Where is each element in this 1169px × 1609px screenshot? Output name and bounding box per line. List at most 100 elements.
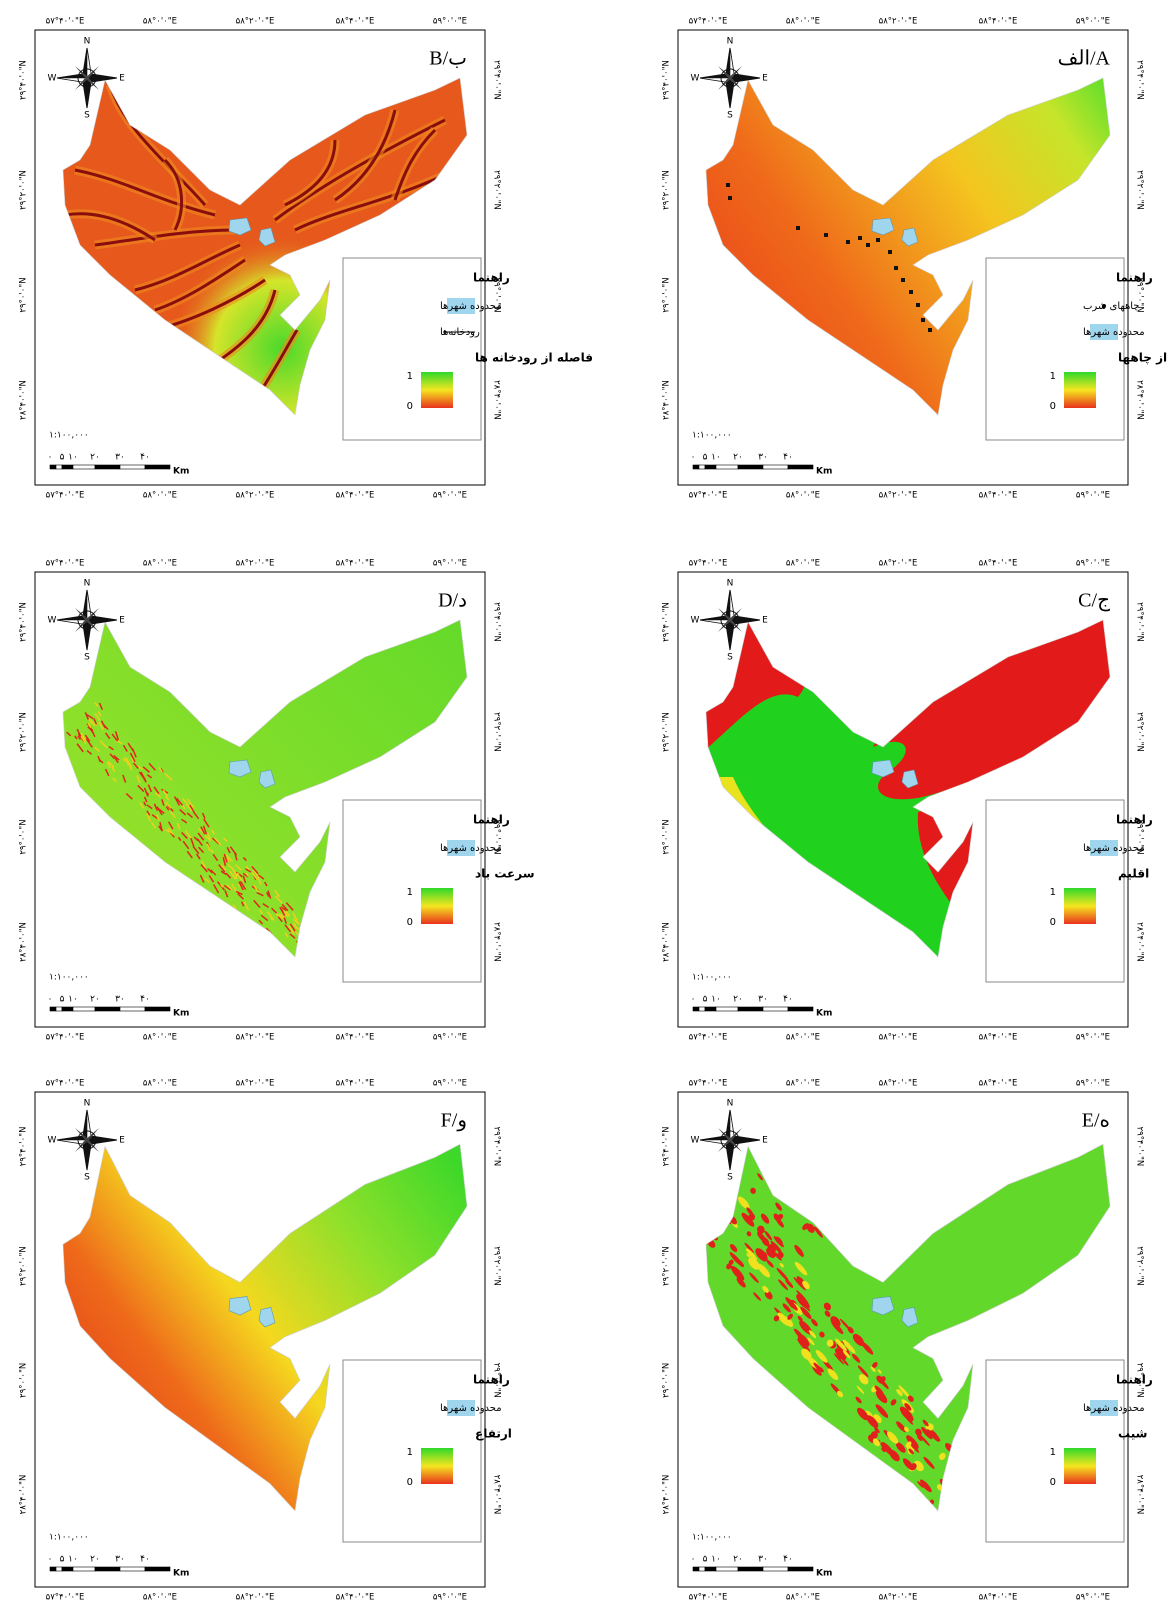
speck bbox=[222, 856, 227, 867]
coord-label: ۵۸°۲۰'۰"E bbox=[236, 1033, 275, 1043]
well bbox=[858, 236, 862, 240]
coord-label: ۵۸°۴۰'۰"E bbox=[336, 1033, 375, 1043]
scale-bar bbox=[692, 1006, 700, 1012]
speck bbox=[94, 712, 101, 722]
legend-box bbox=[985, 799, 1125, 983]
scale-tick-label: ۲۰ bbox=[90, 995, 100, 1005]
patch bbox=[773, 1315, 780, 1322]
coord-label: ۵۹°۰'۰"E bbox=[433, 1033, 467, 1043]
compass-n: N bbox=[727, 37, 734, 47]
speck bbox=[145, 791, 150, 796]
coord-label: ۵۸°۲۰'۰"E bbox=[236, 1593, 275, 1603]
speck bbox=[203, 818, 210, 828]
speck bbox=[125, 793, 133, 800]
speck bbox=[97, 711, 102, 717]
speck bbox=[235, 871, 243, 878]
scale-tick-label: ۵ bbox=[703, 453, 708, 463]
patch bbox=[870, 1431, 878, 1439]
patch bbox=[890, 1399, 897, 1406]
patch bbox=[774, 1252, 782, 1261]
scale-bar bbox=[72, 1566, 96, 1572]
coord-label: ۵۸°۰'۰"E bbox=[786, 491, 820, 501]
compass-s: S bbox=[84, 111, 90, 121]
patch bbox=[797, 1338, 811, 1353]
coord-label: ۵۷°۴۰'۰"E bbox=[689, 1079, 728, 1089]
coord-label: ۲۹°۴۰'۰"N bbox=[492, 60, 502, 100]
scale-ratio: ۱:۱۰۰,۰۰۰ bbox=[692, 431, 732, 441]
coord-label: ۵۷°۴۰'۰"E bbox=[689, 559, 728, 569]
speck bbox=[74, 735, 78, 740]
city bbox=[258, 1307, 276, 1328]
scale-tick-label: ۴۰ bbox=[140, 995, 150, 1005]
scale-bar bbox=[692, 464, 700, 470]
patch bbox=[802, 1223, 810, 1231]
scale-tick-label: ۳۰ bbox=[758, 995, 768, 1005]
speck bbox=[181, 831, 188, 839]
coord-label: ۵۹°۰'۰"E bbox=[433, 1079, 467, 1089]
speck bbox=[80, 732, 87, 741]
legend: راهنما چاههای شرب محدوده شهرها فاصله از چاه… bbox=[985, 257, 1169, 441]
speck bbox=[251, 872, 258, 881]
speck bbox=[173, 796, 181, 806]
patch bbox=[904, 1426, 909, 1432]
scale-tick-label: ۱۰ bbox=[68, 995, 78, 1005]
speck bbox=[278, 913, 286, 919]
city bbox=[871, 217, 895, 236]
speck bbox=[181, 818, 188, 824]
river bbox=[154, 258, 246, 312]
coord-label: ۵۸°۲۰'۰"E bbox=[879, 491, 918, 501]
patch bbox=[895, 1442, 906, 1453]
coord-label: ۵۸°۰'۰"E bbox=[786, 1033, 820, 1043]
compass-star bbox=[75, 1128, 99, 1152]
city bbox=[258, 227, 276, 247]
speck bbox=[114, 731, 120, 741]
patch bbox=[830, 1316, 841, 1328]
speck bbox=[131, 748, 137, 758]
coord-label: ۵۸°۴۰'۰"E bbox=[336, 1593, 375, 1603]
speck bbox=[156, 806, 163, 816]
compass: N S E W bbox=[48, 37, 126, 121]
speck bbox=[273, 889, 281, 898]
patch bbox=[833, 1353, 845, 1365]
speck bbox=[98, 759, 104, 764]
patch bbox=[737, 1259, 745, 1268]
patch bbox=[800, 1306, 812, 1320]
scale-tick-label: ۳۰ bbox=[758, 1555, 768, 1565]
speck bbox=[228, 870, 237, 880]
patch bbox=[770, 1241, 782, 1254]
compass-n: N bbox=[727, 579, 734, 589]
well bbox=[728, 196, 732, 200]
patch bbox=[775, 1202, 782, 1211]
legend-item: محدوده شهرها bbox=[440, 843, 502, 854]
compass-w: W bbox=[48, 616, 57, 626]
coord-label: ۲۹°۲۰'۰"N bbox=[662, 170, 672, 210]
legend-title: راهنما bbox=[473, 813, 510, 827]
panel-label: E/ه bbox=[1082, 1110, 1110, 1132]
coord-label: ۲۸°۴۰'۰"N bbox=[492, 380, 502, 420]
patch bbox=[861, 1341, 874, 1355]
compass-star bbox=[75, 608, 99, 632]
compass-w: W bbox=[691, 616, 700, 626]
coord-label: ۲۹°۴۰'۰"N bbox=[19, 602, 29, 642]
river bbox=[284, 139, 337, 207]
scale-ratio: ۱:۱۰۰,۰۰۰ bbox=[49, 1533, 89, 1543]
speck bbox=[164, 801, 172, 809]
speck bbox=[109, 753, 115, 760]
speck bbox=[204, 835, 212, 842]
scale-bar bbox=[737, 464, 764, 470]
coord-label: ۵۹°۰'۰"E bbox=[433, 559, 467, 569]
speck bbox=[234, 864, 242, 871]
legend-box bbox=[342, 799, 482, 983]
scale-bar bbox=[119, 1006, 146, 1012]
coord-label: ۲۹°۰'۰"N bbox=[19, 1363, 29, 1398]
scale-tick-label: ۰ bbox=[48, 453, 53, 463]
patch bbox=[811, 1318, 818, 1327]
speck bbox=[112, 777, 117, 782]
patch bbox=[796, 1290, 807, 1302]
scale-tick-label: ۴۰ bbox=[140, 453, 150, 463]
well bbox=[866, 243, 870, 247]
coord-label: ۲۸°۴۰'۰"N bbox=[1135, 1475, 1145, 1515]
speck bbox=[223, 853, 228, 863]
speck bbox=[193, 836, 199, 842]
